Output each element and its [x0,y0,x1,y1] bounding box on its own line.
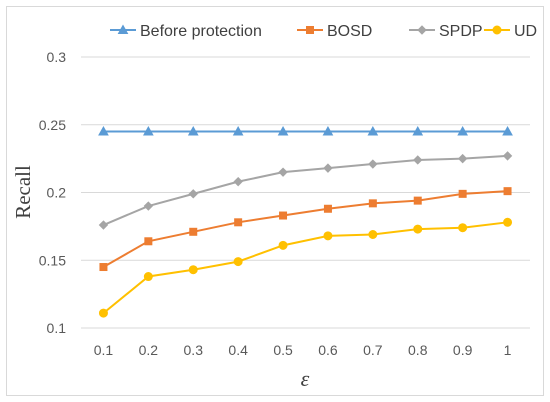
data-point [458,189,467,198]
series-line [102,221,508,314]
series-ud [98,217,513,318]
data-point [503,217,513,227]
data-point [323,163,333,173]
legend-marker [417,25,427,35]
data-point [457,153,468,164]
legend-marker [117,24,129,34]
x-axis-title: ε [301,366,310,391]
data-point [98,126,109,136]
data-point [502,151,513,161]
data-point [368,230,378,240]
legend-item: UD [484,23,537,40]
y-axis-title: Recall [11,165,35,219]
y-tick-label: 0.15 [39,252,66,268]
legend-marker [306,26,314,34]
x-tick-label: 0.2 [139,342,159,358]
data-point [323,204,332,213]
data-point [323,231,333,241]
x-tick-label: 0.8 [408,342,428,358]
series-line [102,190,508,268]
grid-lines [81,56,530,329]
data-point [143,272,153,282]
data-point [277,126,289,136]
y-tick-labels: 0.1 0.15 0.2 0.25 0.3 [39,49,66,336]
data-point [189,227,198,236]
series-bosd [99,187,512,272]
x-tick-label: 0.9 [453,342,473,358]
x-tick-label: 0.6 [318,342,338,358]
x-tick-label: 0.3 [184,342,204,358]
data-point [279,211,288,220]
y-tick-label: 0.3 [47,49,67,65]
legend-label: Before protection [140,23,262,40]
x-tick-labels: 0.1 0.2 0.3 0.4 0.5 0.6 0.7 0.8 0.9 1 [94,342,512,358]
x-tick-label: 0.7 [363,342,383,358]
legend-label: BOSD [327,23,372,40]
x-tick-label: 0.1 [94,342,114,358]
data-point [233,257,243,267]
series-line [103,154,508,226]
data-point [143,201,154,211]
series-spdp [98,151,513,230]
data-point [234,218,243,227]
data-point [233,176,243,187]
data-point [413,196,422,205]
data-point [144,237,153,246]
data-point [458,223,468,233]
data-point [413,224,423,234]
legend-label: SPDP [439,23,483,40]
data-point [278,240,288,250]
chart-frame [6,6,544,396]
data-point [413,155,423,165]
data-point [98,308,108,318]
data-point [368,199,377,208]
legend-label: UD [514,23,537,40]
data-point [278,167,288,177]
legend-item: BOSD [297,23,372,40]
y-tick-label: 0.25 [39,117,66,133]
data-point [188,265,198,275]
y-tick-label: 0.1 [47,320,67,336]
legend-item: SPDP [409,23,483,40]
data-point [142,126,154,136]
legend: Before protection BOSD SPDP UD [110,23,537,40]
series-before-protection [98,126,513,136]
x-tick-label: 0.5 [273,342,293,358]
legend-marker [492,25,502,35]
data-point [502,126,513,136]
data-point [368,159,378,169]
y-tick-label: 0.2 [47,185,67,201]
data-point [98,220,109,230]
data-point [503,187,512,196]
data-point [367,126,379,136]
data-point [99,263,108,272]
data-point [188,189,198,199]
legend-item: Before protection [110,23,262,40]
x-tick-label: 1 [504,342,512,358]
series-lines [98,126,513,318]
data-point [232,126,244,136]
data-point [187,126,199,136]
data-point [412,126,424,136]
data-point [457,126,469,136]
x-tick-label: 0.4 [228,342,248,358]
data-point [322,126,334,136]
